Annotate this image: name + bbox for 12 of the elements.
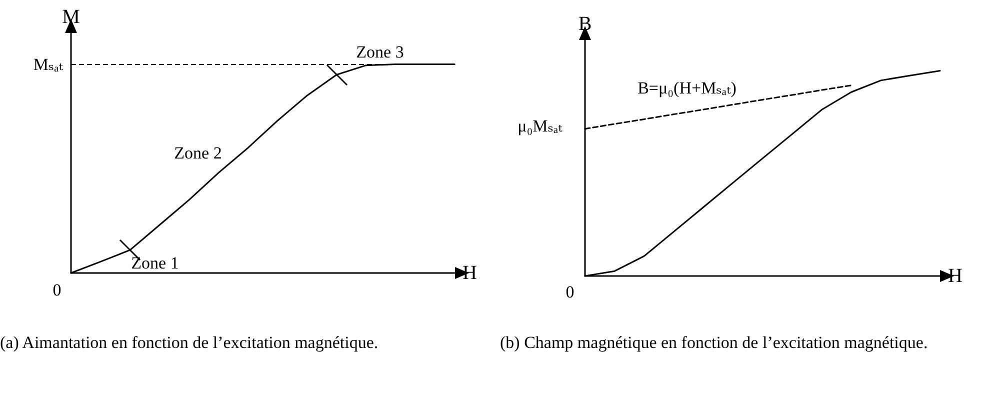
- text: μ₀Mₛₐₜ: [518, 116, 564, 136]
- annotation: Zone 2: [174, 144, 222, 162]
- text: (b) Champ magnétique en fonction de l’excitation magnétique.: [500, 332, 929, 354]
- annotation: Zone 1: [131, 254, 179, 272]
- y-axis-title: B: [578, 13, 592, 35]
- annotation: B=μ₀(H+Mₛₐₜ): [638, 78, 736, 98]
- text: (a) Aimantation en fonction de l’excitation magnétique.: [0, 332, 380, 354]
- text: Zone 3: [356, 42, 404, 62]
- text: 0: [566, 282, 574, 302]
- text: 0: [52, 280, 62, 300]
- y-axis-title: M: [62, 6, 80, 28]
- ref-line-label: Mₛₐₜ: [33, 54, 64, 74]
